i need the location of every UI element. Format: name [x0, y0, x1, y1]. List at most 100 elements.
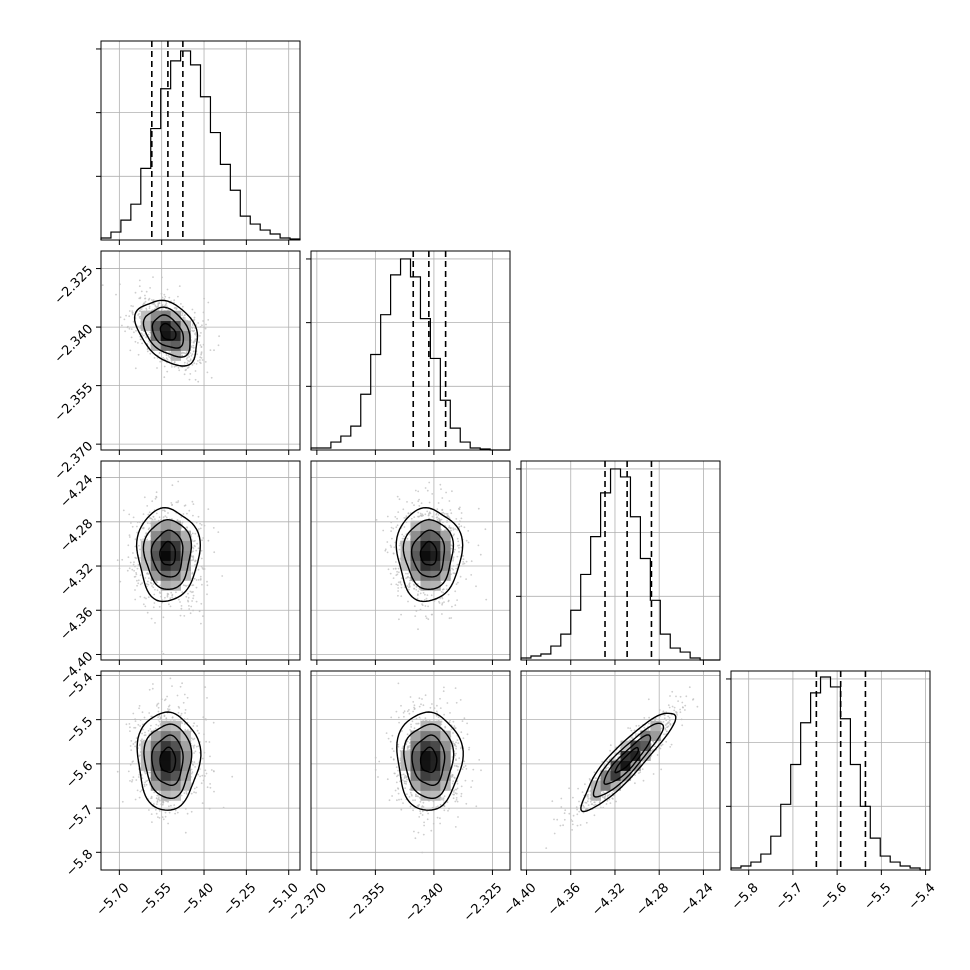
sample-point	[209, 783, 212, 785]
sample-point	[439, 707, 442, 709]
sample-point	[161, 509, 164, 512]
sample-point	[184, 709, 187, 711]
sample-point	[463, 760, 466, 763]
sample-point	[462, 766, 465, 768]
sample-point	[128, 567, 131, 570]
sample-point	[152, 515, 155, 518]
sample-point	[166, 358, 169, 361]
density-block	[160, 550, 172, 561]
sample-point	[148, 307, 151, 310]
sample-point	[136, 531, 139, 534]
sample-point	[193, 787, 196, 790]
sample-point	[452, 740, 454, 743]
sample-point	[403, 782, 406, 785]
sample-point	[203, 524, 206, 527]
sample-point	[431, 806, 434, 809]
sample-point	[395, 583, 398, 586]
sample-point	[127, 556, 130, 559]
sample-point	[459, 520, 461, 523]
sample-point	[396, 799, 398, 802]
sample-point	[396, 524, 399, 527]
sample-point	[402, 711, 405, 714]
sample-point	[397, 511, 400, 513]
sample-point	[195, 600, 198, 603]
sample-point	[443, 512, 446, 515]
sample-point	[130, 305, 133, 307]
sample-point	[401, 533, 404, 536]
sample-point	[151, 299, 153, 301]
sample-point	[208, 741, 211, 743]
sample-point	[394, 789, 397, 792]
sample-point	[435, 516, 438, 519]
sample-point	[170, 502, 173, 504]
sample-point	[415, 585, 418, 588]
sample-point	[435, 714, 438, 717]
sample-point	[477, 544, 480, 547]
sample-point	[204, 361, 207, 363]
sample-point	[157, 706, 160, 709]
sample-point	[399, 582, 402, 584]
sample-point	[443, 795, 446, 798]
sample-point	[202, 716, 205, 719]
sample-point	[388, 799, 391, 802]
sample-point	[394, 516, 397, 518]
sample-point	[450, 529, 453, 532]
sample-point	[458, 544, 461, 547]
sample-point	[400, 613, 402, 616]
sample-point	[167, 705, 170, 708]
sample-point	[468, 748, 470, 751]
sample-point	[177, 705, 180, 708]
sample-point	[187, 359, 189, 362]
sample-point	[414, 615, 417, 617]
sample-point	[436, 518, 439, 521]
sample-point	[412, 701, 415, 703]
sample-point	[191, 591, 193, 594]
sample-point	[431, 703, 433, 705]
sample-point	[178, 598, 180, 601]
sample-point	[445, 584, 448, 587]
sample-point	[195, 363, 198, 365]
contour-line	[142, 306, 191, 358]
sample-point	[181, 354, 184, 357]
sample-point	[199, 522, 202, 525]
sample-point	[397, 682, 400, 685]
sample-point	[217, 531, 220, 533]
density-block	[150, 750, 162, 761]
sample-point	[457, 742, 460, 744]
density-block	[180, 560, 191, 571]
sample-point	[456, 739, 459, 741]
sample-point	[397, 594, 399, 597]
sample-point	[397, 745, 400, 748]
sample-point	[400, 808, 403, 811]
sample-point	[197, 579, 200, 581]
hist-panel-1	[306, 250, 511, 455]
sample-point	[180, 712, 183, 715]
density-block	[180, 530, 191, 541]
sample-point	[208, 807, 211, 810]
sample-point	[464, 765, 467, 767]
hist-panel-2	[516, 460, 721, 665]
sample-point	[193, 540, 195, 543]
sample-point	[160, 650, 163, 653]
sample-point	[401, 537, 404, 540]
sample-point	[191, 555, 194, 558]
sample-point	[190, 737, 193, 740]
sample-point	[180, 303, 182, 305]
sample-point	[144, 731, 146, 734]
density-block	[150, 320, 162, 331]
x-tick-label: −5.70	[94, 880, 133, 919]
sample-point	[144, 297, 147, 300]
sample-point	[157, 816, 159, 818]
sample-point	[138, 707, 141, 710]
sample-point	[390, 526, 393, 529]
histogram-step	[310, 258, 510, 451]
sample-point	[193, 791, 196, 794]
sample-point	[420, 502, 423, 505]
sample-point	[452, 797, 455, 800]
sample-point	[433, 600, 436, 602]
sample-point	[161, 276, 163, 279]
sample-point	[163, 293, 166, 296]
sample-point	[133, 726, 136, 729]
sample-point	[145, 307, 148, 310]
sample-point	[194, 370, 197, 372]
